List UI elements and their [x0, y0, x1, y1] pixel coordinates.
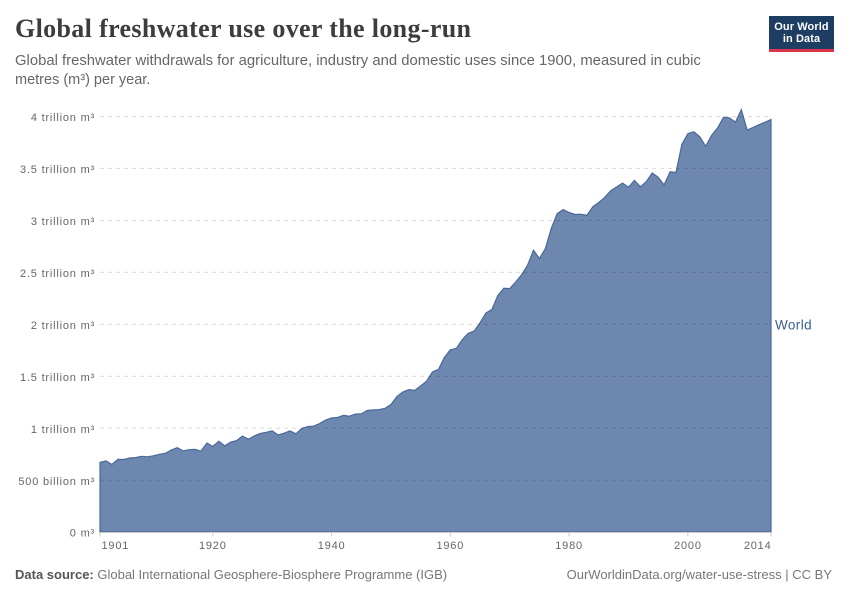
svg-text:1 trillion m³: 1 trillion m³ [31, 424, 95, 436]
svg-text:0 m³: 0 m³ [70, 528, 95, 540]
svg-text:1901: 1901 [102, 540, 130, 552]
svg-text:1.5 trillion m³: 1.5 trillion m³ [20, 372, 95, 384]
svg-text:1980: 1980 [555, 540, 583, 552]
svg-text:World: World [775, 318, 812, 333]
svg-text:500 billion m³: 500 billion m³ [18, 476, 95, 488]
svg-text:2.5 trillion m³: 2.5 trillion m³ [20, 268, 95, 280]
svg-text:1920: 1920 [199, 540, 227, 552]
svg-text:2 trillion m³: 2 trillion m³ [31, 320, 95, 332]
svg-text:1960: 1960 [436, 540, 464, 552]
svg-text:3 trillion m³: 3 trillion m³ [31, 216, 95, 228]
svg-text:2014: 2014 [744, 540, 772, 552]
svg-text:4 trillion m³: 4 trillion m³ [31, 112, 95, 124]
svg-text:1940: 1940 [318, 540, 346, 552]
svg-text:2000: 2000 [674, 540, 702, 552]
svg-text:3.5 trillion m³: 3.5 trillion m³ [20, 164, 95, 176]
